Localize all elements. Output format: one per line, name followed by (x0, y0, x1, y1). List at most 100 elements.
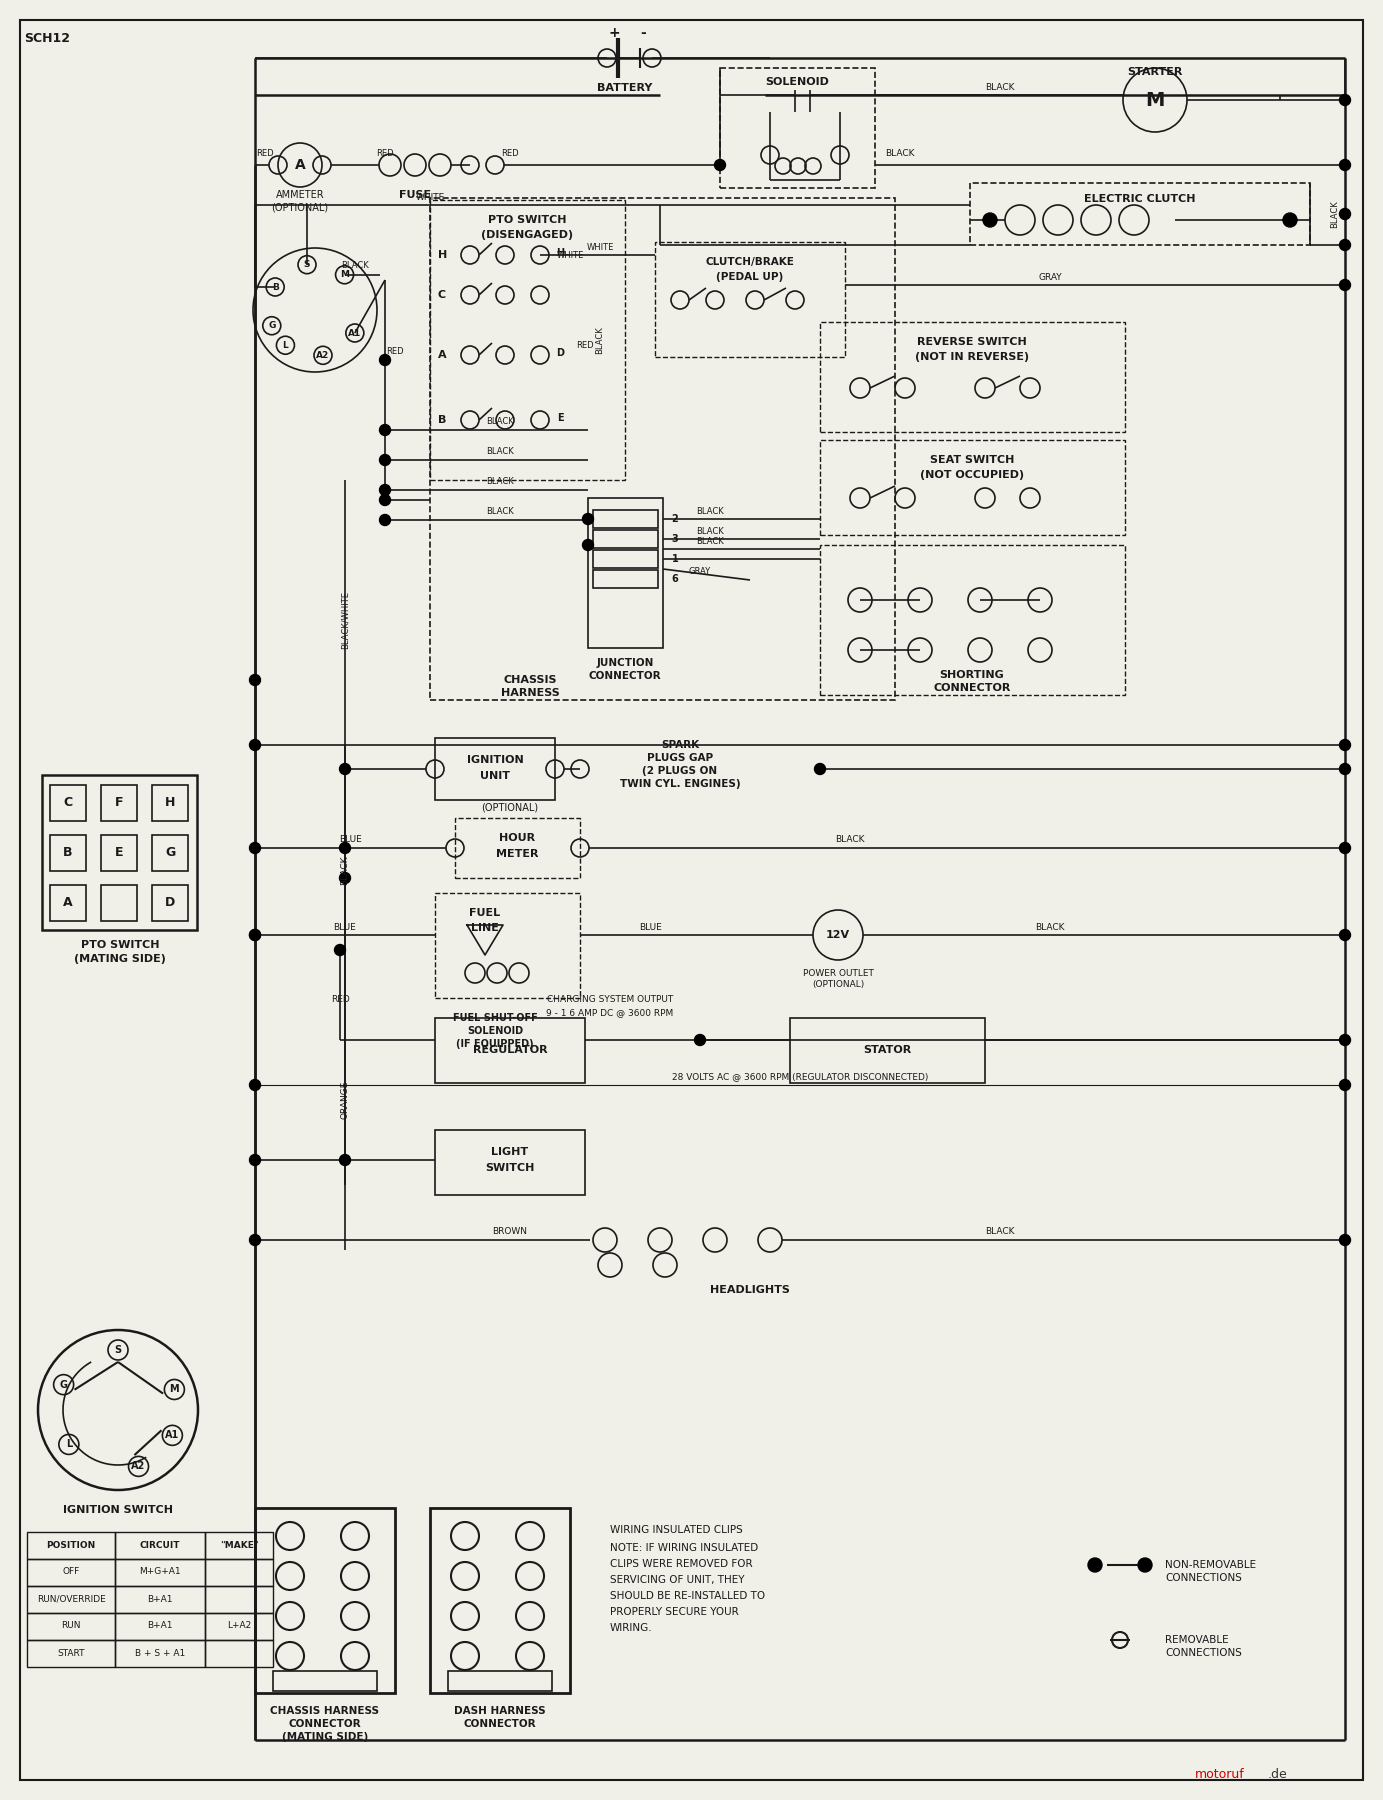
Text: CLUTCH/BRAKE: CLUTCH/BRAKE (705, 257, 794, 266)
Text: +: + (609, 25, 620, 40)
Text: REVERSE SWITCH: REVERSE SWITCH (917, 337, 1026, 347)
Circle shape (379, 515, 390, 526)
Text: SWITCH: SWITCH (485, 1163, 535, 1174)
Text: 1: 1 (672, 554, 679, 563)
Bar (28, 1586, 115, 1613)
Circle shape (249, 740, 260, 751)
Text: motoruf: motoruf (1195, 1768, 1245, 1782)
Text: BLUE: BLUE (333, 922, 357, 932)
Text: GRAY: GRAY (1039, 272, 1062, 281)
Text: H: H (438, 250, 447, 259)
Text: HOUR: HOUR (499, 833, 535, 842)
Text: 3: 3 (672, 535, 679, 544)
Bar (205, 1613, 272, 1640)
Text: BLACK/WHITE: BLACK/WHITE (340, 590, 350, 650)
Text: FUEL: FUEL (469, 907, 501, 918)
Bar (101, 785, 137, 821)
Text: NOTE: IF WIRING INSULATED: NOTE: IF WIRING INSULATED (610, 1543, 758, 1553)
Bar (115, 1613, 205, 1640)
Text: BLACK: BLACK (985, 83, 1015, 92)
Circle shape (249, 842, 260, 853)
Text: BLACK: BLACK (487, 477, 514, 486)
Text: M+G+A1: M+G+A1 (140, 1568, 181, 1577)
Bar (721, 68, 875, 187)
Text: SHORTING: SHORTING (939, 670, 1004, 680)
Circle shape (1340, 929, 1351, 940)
Text: BLACK: BLACK (696, 526, 723, 536)
Text: GRAY: GRAY (689, 567, 711, 576)
Circle shape (694, 1035, 705, 1046)
Text: REMOVABLE: REMOVABLE (1164, 1634, 1228, 1645)
Text: CHASSIS HARNESS: CHASSIS HARNESS (271, 1706, 379, 1715)
Circle shape (1088, 1559, 1102, 1571)
Text: BLACK: BLACK (342, 261, 369, 270)
Text: B: B (64, 846, 73, 860)
Text: (DISENGAGED): (DISENGAGED) (481, 230, 573, 239)
Text: WHITE: WHITE (556, 250, 584, 259)
Text: START: START (57, 1649, 84, 1658)
Bar (152, 835, 188, 871)
Text: FUEL SHUT-OFF: FUEL SHUT-OFF (452, 1013, 538, 1022)
Text: M: M (170, 1384, 180, 1395)
Bar (593, 551, 658, 569)
Text: CHASSIS: CHASSIS (503, 675, 557, 686)
Circle shape (1340, 94, 1351, 106)
Circle shape (582, 540, 593, 551)
Circle shape (1340, 1035, 1351, 1046)
Circle shape (249, 1154, 260, 1166)
Text: B+A1: B+A1 (147, 1622, 173, 1631)
Text: NON-REMOVABLE: NON-REMOVABLE (1164, 1561, 1256, 1570)
Text: BLACK: BLACK (596, 326, 604, 355)
Text: BLACK: BLACK (487, 448, 514, 457)
Text: (NOT IN REVERSE): (NOT IN REVERSE) (916, 353, 1029, 362)
Bar (593, 571, 658, 589)
Bar (436, 738, 555, 799)
Circle shape (249, 1080, 260, 1091)
Text: UNIT: UNIT (480, 770, 510, 781)
Text: BROWN: BROWN (492, 1226, 527, 1235)
Text: "MAKE": "MAKE" (220, 1541, 259, 1550)
Text: BLACK: BLACK (1036, 922, 1065, 932)
Text: (2 PLUGS ON: (2 PLUGS ON (643, 767, 718, 776)
Text: CONNECTOR: CONNECTOR (934, 682, 1011, 693)
Bar (430, 1508, 570, 1694)
Circle shape (339, 842, 350, 853)
Bar (28, 1559, 115, 1586)
Bar (448, 1670, 552, 1690)
Circle shape (249, 929, 260, 940)
Text: A2: A2 (317, 351, 329, 360)
Circle shape (1138, 1559, 1152, 1571)
Text: .de: .de (1268, 1768, 1288, 1782)
Circle shape (715, 160, 726, 171)
Bar (436, 1130, 585, 1195)
Text: A2: A2 (131, 1462, 145, 1471)
Text: (OPTIONAL): (OPTIONAL) (481, 803, 538, 814)
Bar (115, 1559, 205, 1586)
Text: A1: A1 (349, 328, 361, 338)
Text: A: A (64, 896, 73, 909)
Text: RUN/OVERRIDE: RUN/OVERRIDE (36, 1595, 105, 1604)
Bar (101, 886, 137, 922)
Bar (969, 184, 1310, 245)
Text: OFF: OFF (62, 1568, 80, 1577)
Text: F: F (115, 796, 123, 810)
Text: H: H (556, 248, 564, 257)
Text: C: C (64, 796, 72, 810)
Bar (50, 785, 86, 821)
Circle shape (339, 1154, 350, 1166)
Bar (101, 835, 137, 871)
Circle shape (1340, 279, 1351, 290)
Text: STARTER: STARTER (1127, 67, 1182, 77)
Circle shape (339, 763, 350, 774)
Text: CLIPS WERE REMOVED FOR: CLIPS WERE REMOVED FOR (610, 1559, 752, 1570)
Bar (820, 439, 1124, 535)
Circle shape (335, 945, 346, 956)
Text: PTO SWITCH: PTO SWITCH (80, 940, 159, 950)
Bar (430, 200, 625, 481)
Text: WIRING.: WIRING. (610, 1624, 653, 1633)
Bar (205, 1586, 272, 1613)
Text: CONNECTIONS: CONNECTIONS (1164, 1573, 1242, 1582)
Text: PTO SWITCH: PTO SWITCH (488, 214, 566, 225)
Circle shape (379, 454, 390, 466)
Text: POSITION: POSITION (47, 1541, 95, 1550)
